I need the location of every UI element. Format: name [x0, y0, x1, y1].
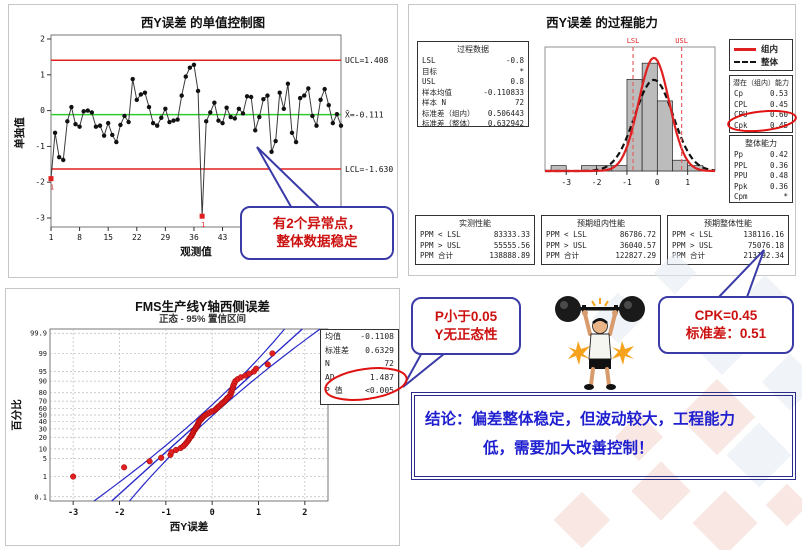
svg-text:1: 1: [256, 508, 261, 518]
conclusion-box: 结论：偏差整体稳定，但波动较大，工程能力 低，需要加大改善控制！: [411, 392, 796, 480]
within-capability-rows: Cp 0.53 CPL 0.45 CPU 0.60 Cpk 0.45: [734, 89, 788, 130]
svg-text:-1: -1: [622, 178, 632, 187]
svg-text:USL: USL: [675, 37, 688, 45]
svg-text:单独值: 单独值: [13, 117, 26, 149]
svg-text:15: 15: [103, 233, 113, 242]
svg-text:-2: -2: [35, 178, 45, 187]
conclusion-line1: 结论：偏差整体稳定，但波动较大，工程能力: [425, 411, 736, 428]
svg-text:-1: -1: [161, 508, 171, 518]
control-chart-title: 西Y误差 的单值控制图: [140, 16, 266, 30]
svg-text:80: 80: [39, 389, 47, 397]
pvalue-callout-bubble: P小于0.05 Y无正态性: [411, 297, 521, 355]
process-data-header: 过程数据: [457, 45, 489, 54]
svg-text:95: 95: [39, 368, 47, 376]
capability-panel: 西Y误差 的过程能力 过程数据 LSL -0.8 目标 * USL 0.8 样本均值 -0.1…: [408, 4, 796, 276]
control-callout-bubble: 有2个异常点， 整体数据稳定: [240, 206, 394, 260]
svg-text:UCL=1.408: UCL=1.408: [345, 56, 389, 65]
svg-text:观测值: 观测值: [180, 245, 212, 258]
svg-text:43: 43: [218, 233, 228, 242]
svg-text:百分比: 百分比: [10, 399, 23, 431]
expected-overall-performance-table: 预期整体性能 PPM < LSL 138116.16 PPM > USL 75076.…: [667, 215, 789, 265]
within-line-swatch: [734, 47, 756, 51]
svg-text:X̄=-0.111: X̄=-0.111: [345, 109, 384, 119]
svg-text:90: 90: [39, 378, 47, 386]
svg-text:LSL: LSL: [627, 37, 640, 45]
process-data-table: 过程数据 LSL -0.8 目标 * USL 0.8 样本均值 -0.110833 样本 N 72…: [417, 41, 529, 128]
svg-text:-2: -2: [592, 178, 602, 187]
svg-text:-2: -2: [114, 508, 124, 518]
cpk-callout-bubble: CPK=0.45 标准差：0.51: [658, 296, 794, 354]
svg-text:0.1: 0.1: [34, 493, 47, 501]
weightlifter-clipart-icon: [555, 296, 645, 390]
probability-stats-table: 均值 -0.1108 标准差 0.6329 N 72 AD 1.487 P 值 <0.005: [320, 329, 399, 405]
svg-text:0: 0: [40, 106, 45, 115]
probability-plot-panel: FMS生产线Y轴西侧误差 正态 - 95% 置信区间 99.9 99 95 90 80 7…: [5, 288, 400, 546]
svg-text:1: 1: [201, 221, 205, 229]
legend-overall: 整体: [730, 56, 792, 69]
svg-text:-3: -3: [35, 214, 45, 223]
svg-text:22: 22: [132, 233, 142, 242]
probability-stats-rows: 均值 -0.1108 标准差 0.6329 N 72 AD 1.487 P 值 <0.005: [325, 332, 394, 395]
svg-text:1: 1: [49, 233, 54, 242]
svg-text:99: 99: [39, 350, 47, 358]
probability-plot-title: FMS生产线Y轴西侧误差: [135, 300, 270, 314]
process-data-rows: LSL -0.8 目标 * USL 0.8 样本均值 -0.110833 样本 N 72 标准差（组…: [422, 56, 524, 128]
svg-text:5: 5: [43, 455, 47, 463]
capability-histogram: LSL USL -3 -2 -1 0 1: [544, 37, 716, 187]
svg-text:8: 8: [77, 233, 82, 242]
overall-line-swatch: [734, 61, 756, 63]
svg-text:-3: -3: [561, 178, 571, 187]
svg-text:36: 36: [189, 233, 199, 242]
capability-title: 西Y误差 的过程能力: [546, 16, 658, 30]
svg-text:99.9: 99.9: [30, 330, 47, 338]
probability-plot-subtitle: 正态 - 95% 置信区间: [158, 314, 247, 325]
svg-text:40: 40: [39, 418, 47, 426]
svg-text:10: 10: [39, 445, 47, 453]
svg-text:1: 1: [50, 184, 54, 192]
svg-text:30: 30: [39, 425, 47, 433]
svg-text:1: 1: [43, 473, 47, 481]
svg-text:0: 0: [655, 178, 660, 187]
svg-text:2: 2: [302, 508, 307, 518]
svg-text:LCL=-1.630: LCL=-1.630: [345, 165, 393, 174]
curve-legend: 组内 整体: [729, 39, 793, 71]
svg-text:西Y误差: 西Y误差: [170, 520, 209, 533]
overall-capability-rows: Pp 0.42 PPL 0.36 PPU 0.48 Ppk 0.36 Cpm *: [734, 150, 788, 201]
svg-text:29: 29: [161, 233, 171, 242]
legend-within: 组内: [730, 40, 792, 56]
svg-text:1: 1: [40, 70, 45, 79]
svg-text:2: 2: [40, 35, 45, 44]
svg-text:50: 50: [39, 412, 47, 420]
svg-text:0: 0: [210, 508, 215, 518]
svg-text:1: 1: [685, 178, 690, 187]
svg-text:20: 20: [39, 434, 47, 442]
within-capability-table: 潜在（组内）能力 Cp 0.53 CPL 0.45 CPU 0.60 Cpk 0.45: [729, 75, 793, 133]
expected-within-performance-table: 预期组内性能 PPM < LSL 86786.72 PPM > USL 36040.5…: [541, 215, 661, 265]
control-chart-panel: 西Y误差 的单值控制图 210-1-2-31815222936435057647…: [8, 4, 398, 278]
svg-text:-3: -3: [68, 508, 78, 518]
svg-text:70: 70: [39, 398, 47, 406]
overall-capability-table: 整体能力 Pp 0.42 PPL 0.36 PPU 0.48 Ppk 0.36 Cpm *: [729, 135, 793, 203]
svg-text:-1: -1: [35, 142, 45, 151]
conclusion-line2: 低，需要加大改善控制！: [483, 439, 654, 457]
observed-performance-table: 实测性能 PPM < LSL 83333.33 PPM > USL 55555.56 P…: [415, 215, 535, 265]
svg-text:60: 60: [39, 405, 47, 413]
